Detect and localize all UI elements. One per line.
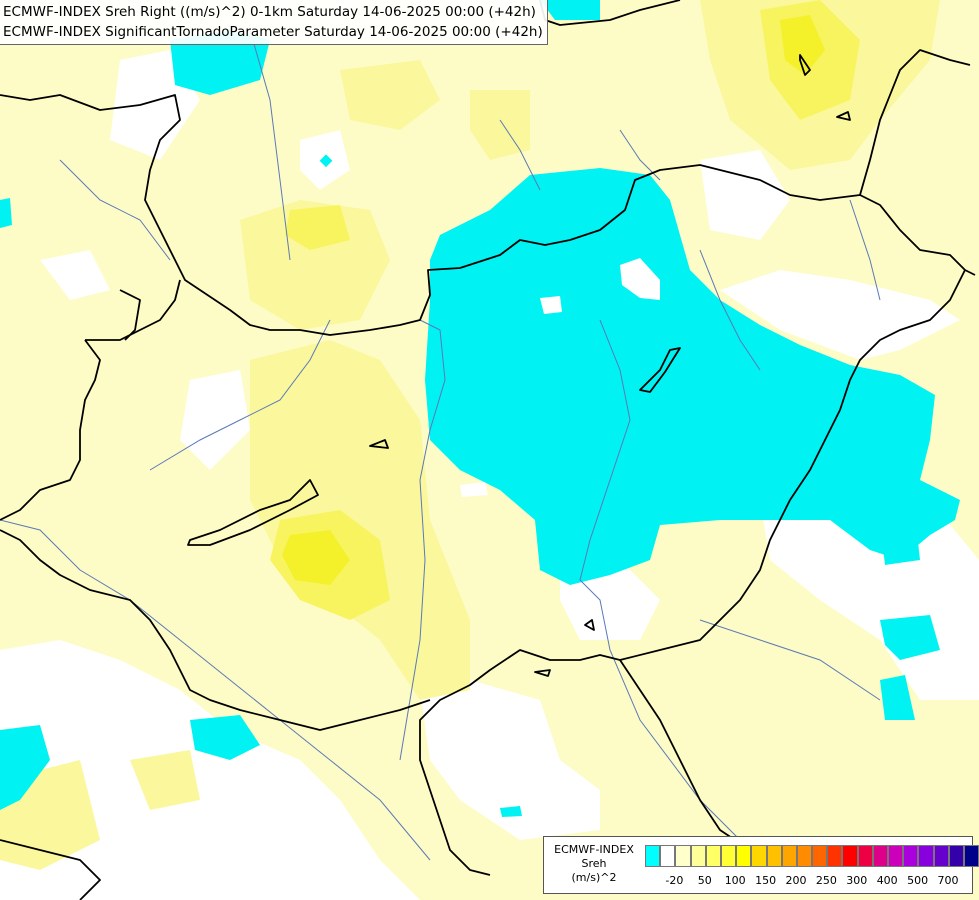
legend-model: ECMWF-INDEX	[554, 843, 634, 856]
legend-unit: (m/s)^2	[571, 871, 617, 884]
legend-swatch-7	[751, 845, 767, 867]
legend-swatch-16	[888, 845, 904, 867]
legend-tick-label: 150	[755, 874, 777, 887]
bright-yellow-fields	[282, 15, 825, 585]
legend-swatch-19	[933, 845, 949, 867]
legend-tick-label: 400	[876, 874, 898, 887]
legend-swatch-1	[660, 845, 676, 867]
legend-tick-label: 100	[724, 874, 746, 887]
map-title-box: ECMWF-INDEX Sreh Right ((m/s)^2) 0-1km S…	[0, 0, 548, 45]
legend-title: ECMWF-INDEX Sreh (m/s)^2	[546, 843, 642, 885]
legend-swatch-0	[645, 845, 661, 867]
color-legend: ECMWF-INDEX Sreh (m/s)^2 -20 50 100 150 200 2…	[543, 836, 979, 894]
legend-swatch-20	[948, 845, 964, 867]
legend-swatch-17	[903, 845, 919, 867]
legend-swatch-6	[736, 845, 752, 867]
legend-tick-label: -20	[665, 874, 684, 887]
legend-tick-label: 200	[785, 874, 807, 887]
legend-ticks: -20 50 100 150 200 250 300 400 500 700	[644, 874, 970, 890]
legend-swatch-11	[812, 845, 828, 867]
legend-tick-label: 700	[937, 874, 959, 887]
legend-tick-label: 500	[907, 874, 929, 887]
legend-swatch-2	[675, 845, 691, 867]
legend-swatch-10	[796, 845, 813, 867]
cyan-spot	[319, 154, 333, 168]
legend-tick-label: 50	[697, 874, 712, 887]
legend-swatch-18	[918, 845, 934, 867]
legend-swatch-8	[766, 845, 782, 867]
legend-tick-label: 300	[846, 874, 868, 887]
legend-swatch-14	[857, 845, 873, 867]
legend-swatch-15	[872, 845, 888, 867]
legend-swatch-21	[963, 845, 979, 867]
legend-swatch-4	[705, 845, 721, 867]
legend-swatch-5	[720, 845, 737, 867]
legend-swatch-13	[842, 845, 858, 867]
title-line-2: ECMWF-INDEX SignificantTornadoParameter …	[3, 24, 543, 40]
legend-tick-label: 250	[815, 874, 837, 887]
title-line-1: ECMWF-INDEX Sreh Right ((m/s)^2) 0-1km S…	[3, 4, 536, 20]
cyan-fields	[0, 0, 960, 817]
legend-swatch-12	[827, 845, 843, 867]
legend-swatch-9	[781, 845, 797, 867]
rivers	[0, 29, 881, 861]
legend-swatches	[645, 845, 979, 867]
legend-variable: Sreh	[581, 857, 607, 870]
legend-swatch-3	[690, 845, 706, 867]
